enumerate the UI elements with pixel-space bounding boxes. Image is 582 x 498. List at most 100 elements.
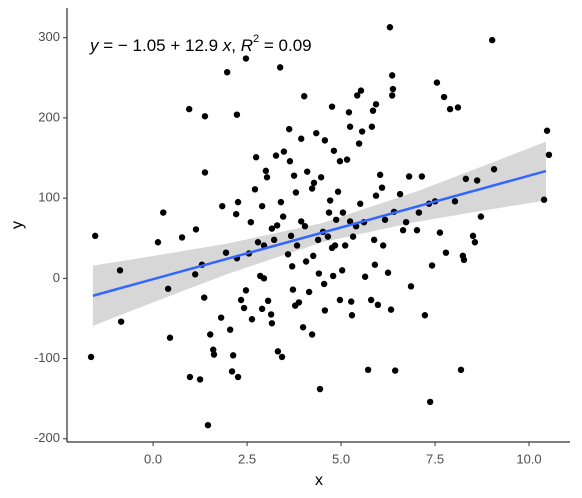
point [388, 72, 396, 79]
point [166, 334, 174, 341]
point [223, 68, 231, 76]
point [298, 218, 305, 225]
point [164, 285, 172, 292]
point [372, 192, 380, 199]
point [87, 353, 95, 361]
point [343, 156, 351, 163]
point [348, 298, 355, 305]
point [178, 234, 186, 241]
point [399, 227, 407, 234]
point [310, 179, 318, 187]
point [301, 93, 308, 100]
point [314, 236, 322, 244]
point [442, 249, 450, 256]
point [336, 158, 344, 165]
point [302, 258, 310, 265]
point [117, 318, 125, 325]
point [298, 135, 305, 142]
point [258, 202, 266, 210]
point [341, 242, 349, 249]
point [210, 351, 218, 358]
point [91, 232, 99, 240]
point [248, 316, 256, 323]
point [228, 368, 236, 375]
point [280, 148, 288, 155]
point [421, 312, 429, 319]
point [462, 175, 470, 183]
point [428, 262, 436, 269]
point [321, 137, 329, 144]
point [301, 223, 309, 230]
point [247, 218, 255, 226]
point [490, 166, 498, 173]
point [191, 271, 199, 278]
point [273, 222, 281, 229]
point [358, 128, 366, 135]
point [374, 301, 382, 309]
point [240, 304, 248, 312]
fit-line [92, 169, 547, 297]
point [263, 174, 271, 181]
point [260, 275, 268, 282]
point [339, 209, 347, 216]
point [270, 236, 278, 244]
point [272, 152, 280, 159]
y-tick-label: -100 [34, 350, 60, 365]
point [389, 85, 397, 93]
point [305, 288, 313, 296]
point [201, 113, 209, 120]
point [154, 239, 162, 246]
point [317, 174, 325, 181]
point [315, 270, 323, 277]
point [457, 366, 465, 374]
point [286, 158, 294, 165]
point [293, 242, 301, 249]
point [381, 216, 389, 223]
point [274, 348, 282, 355]
point [232, 210, 240, 218]
point [284, 251, 292, 258]
annotation: y = − 1.05 + 12.9 x, R2 = 0.09 [89, 33, 312, 56]
point [346, 218, 354, 225]
point [488, 36, 496, 44]
point [222, 249, 230, 256]
point [160, 209, 167, 216]
point [288, 263, 296, 270]
point [336, 296, 344, 304]
point [201, 169, 209, 176]
x-tick-label: 2.5 [238, 451, 256, 466]
point [304, 168, 311, 175]
point [217, 314, 225, 321]
point [242, 287, 250, 294]
point [451, 198, 459, 205]
point [357, 200, 364, 207]
point [234, 198, 242, 206]
point [469, 232, 477, 240]
point [367, 296, 375, 304]
point [210, 346, 217, 353]
point [454, 104, 462, 111]
point [290, 172, 298, 179]
point [387, 306, 395, 313]
point [460, 256, 468, 264]
annotation-part: y [89, 36, 100, 55]
point [402, 218, 410, 226]
point [391, 367, 399, 374]
point [289, 286, 297, 293]
point [446, 105, 454, 113]
annotation-part: = 0.09 [259, 36, 311, 55]
point [354, 92, 361, 99]
point [292, 189, 300, 196]
point [226, 326, 234, 333]
point [308, 185, 316, 192]
y-tick-label: -200 [34, 430, 60, 445]
point [426, 398, 434, 406]
point [396, 190, 404, 198]
point [233, 111, 241, 118]
x-tick-label: 7.5 [426, 451, 444, 466]
y-axis-title: y [9, 221, 26, 229]
point [543, 127, 551, 134]
point [185, 105, 193, 113]
point [279, 213, 287, 220]
point [361, 273, 369, 280]
